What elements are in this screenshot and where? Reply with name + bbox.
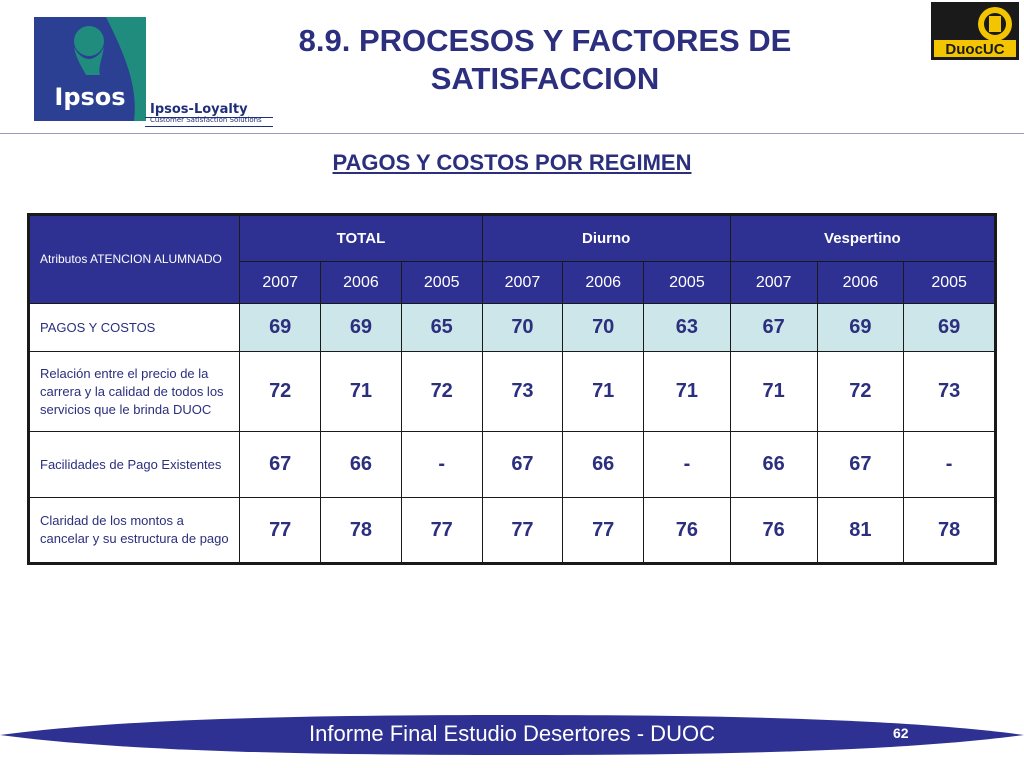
ipsos-loyalty-line	[145, 117, 273, 118]
page-number: 62	[893, 725, 909, 741]
table-row: Facilidades de Pago Existentes 67 66 - 6…	[27, 431, 996, 498]
value-cell: 72	[239, 351, 322, 432]
group-header-vespertino: Vespertino	[729, 214, 997, 262]
value-cell: 78	[320, 497, 402, 564]
value-cell: 77	[239, 497, 322, 564]
ipsos-logo-text: Ipsos	[54, 83, 125, 111]
value-cell: 76	[643, 497, 731, 564]
duoc-crest-icon	[978, 7, 1012, 41]
footer-bar	[0, 715, 1024, 755]
value-cell: 67	[816, 431, 905, 498]
table-row: PAGOS Y COSTOS 69 69 65 70 70 63 67 69 6…	[27, 303, 996, 352]
value-cell: 67	[729, 303, 818, 352]
value-cell: 72	[400, 351, 483, 432]
value-cell: 71	[320, 351, 402, 432]
table-row: Relación entre el precio de la carrera y…	[27, 351, 996, 432]
ipsos-loyalty-line-bottom	[145, 126, 273, 127]
year-header: 2006	[816, 261, 905, 304]
footer-text: Informe Final Estudio Desertores - DUOC	[309, 721, 715, 746]
value-cell: 70	[562, 303, 645, 352]
value-cell: 67	[481, 431, 564, 498]
value-cell: -	[903, 431, 996, 498]
value-cell: 67	[239, 431, 322, 498]
satisfaction-table: Atributos ATENCION ALUMNADO TOTAL Diurno…	[27, 213, 997, 565]
value-cell: 71	[643, 351, 731, 432]
year-header: 2007	[481, 261, 564, 304]
duoc-logo: DuocUC	[931, 2, 1019, 60]
year-header: 2006	[320, 261, 402, 304]
row-label: Claridad de los montos a cancelar y su e…	[27, 497, 241, 564]
value-cell: 76	[729, 497, 818, 564]
row-label: Relación entre el precio de la carrera y…	[27, 351, 241, 432]
value-cell: 66	[729, 431, 818, 498]
group-header-total: TOTAL	[239, 214, 483, 262]
value-cell: 77	[562, 497, 645, 564]
value-cell: 69	[903, 303, 996, 352]
value-cell: 69	[816, 303, 905, 352]
value-cell: 71	[562, 351, 645, 432]
value-cell: 66	[320, 431, 402, 498]
header-divider	[0, 133, 1024, 134]
ipsos-loyalty-tagline: Customer Satisfaction Solutions	[150, 116, 262, 124]
value-cell: 73	[903, 351, 996, 432]
value-cell: 81	[816, 497, 905, 564]
table-row: Claridad de los montos a cancelar y su e…	[27, 497, 996, 564]
ipsos-loyalty-brand: Ipsos-Loyalty Customer Satisfaction Solu…	[145, 102, 273, 127]
value-cell: 77	[400, 497, 483, 564]
value-cell: 72	[816, 351, 905, 432]
duoc-logo-text: DuocUC	[945, 41, 1004, 58]
value-cell: 66	[562, 431, 645, 498]
year-header: 2005	[903, 261, 996, 304]
value-cell: 69	[320, 303, 402, 352]
attribute-column-header: Atributos ATENCION ALUMNADO	[27, 214, 241, 304]
row-label: PAGOS Y COSTOS	[27, 303, 241, 352]
ipsos-head-icon	[74, 26, 104, 75]
year-header: 2005	[643, 261, 731, 304]
value-cell: 78	[903, 497, 996, 564]
row-label: Facilidades de Pago Existentes	[27, 431, 241, 498]
year-header: 2007	[239, 261, 322, 304]
group-header-diurno: Diurno	[481, 214, 731, 262]
ipsos-logo: Ipsos	[34, 17, 146, 121]
ipsos-loyalty-name: Ipsos-Loyalty	[150, 102, 248, 117]
value-cell: 71	[729, 351, 818, 432]
value-cell: 65	[400, 303, 483, 352]
year-header: 2007	[729, 261, 818, 304]
year-header: 2006	[562, 261, 645, 304]
value-cell: 70	[481, 303, 564, 352]
value-cell: 63	[643, 303, 731, 352]
value-cell: 69	[239, 303, 322, 352]
table-title: PAGOS Y COSTOS POR REGIMEN	[332, 150, 692, 175]
value-cell: -	[643, 431, 731, 498]
value-cell: 73	[481, 351, 564, 432]
value-cell: -	[400, 431, 483, 498]
value-cell: 77	[481, 497, 564, 564]
page-title: 8.9. PROCESOS Y FACTORES DE SATISFACCION	[298, 23, 792, 96]
year-header: 2005	[400, 261, 483, 304]
